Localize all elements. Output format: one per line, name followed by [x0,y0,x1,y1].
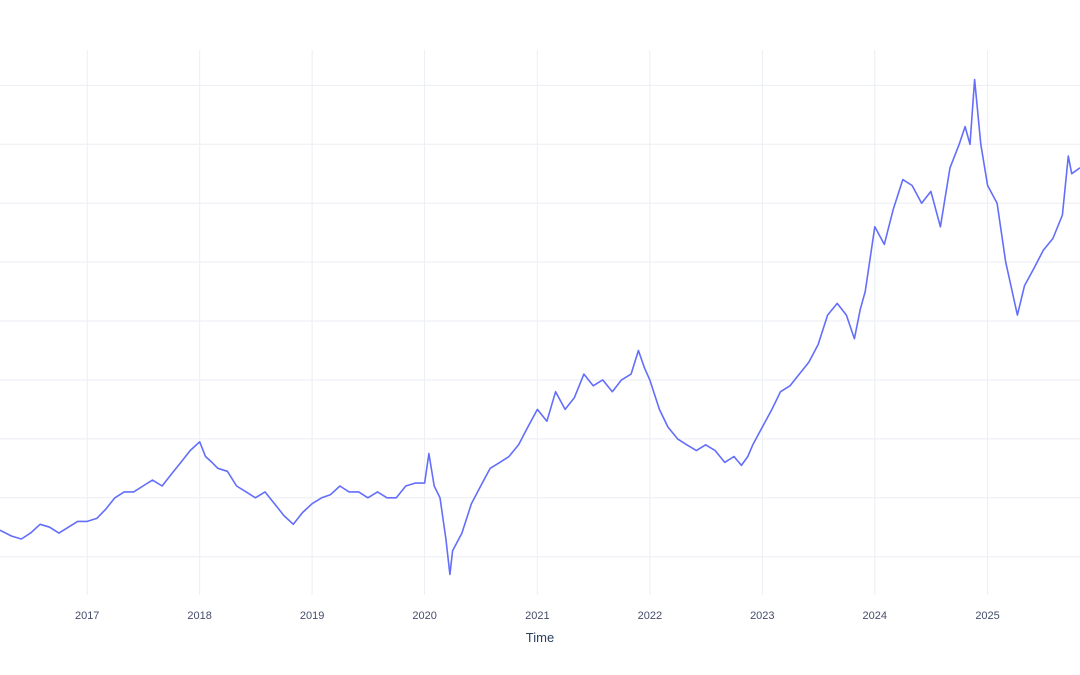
x-tick-label: 2020 [412,610,436,622]
x-tick-label: 2022 [638,610,662,622]
x-tick-label: 2018 [187,610,211,622]
series-line [0,78,1080,576]
x-tick-label: 2019 [300,610,324,622]
x-tick-label: 2021 [525,610,549,622]
x-tick-labels: 2017 2018 2019 2020 2021 2022 2023 2024 2025 [75,610,1000,622]
series-group [0,78,1080,576]
x-gridlines [86,50,989,595]
x-tick-label: 2023 [750,610,774,622]
x-tick-label: 2025 [975,610,999,622]
x-tick-label: 2024 [863,610,887,622]
x-tick-label: 2017 [75,610,99,622]
y-gridlines [0,84,1080,558]
x-axis-title: Time [526,630,554,645]
